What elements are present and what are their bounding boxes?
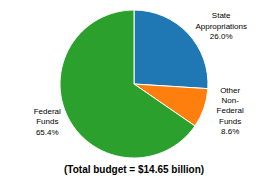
svg-text:StateAppropriations26.0%: StateAppropriations26.0% <box>195 11 247 41</box>
svg-text:OtherNon-FederalFunds8.6%: OtherNon-FederalFunds8.6% <box>217 86 244 137</box>
svg-text:FederalFunds65.4%: FederalFunds65.4% <box>34 107 61 137</box>
svg-text:(Total budget = $14.65 billion: (Total budget = $14.65 billion) <box>64 164 204 175</box>
